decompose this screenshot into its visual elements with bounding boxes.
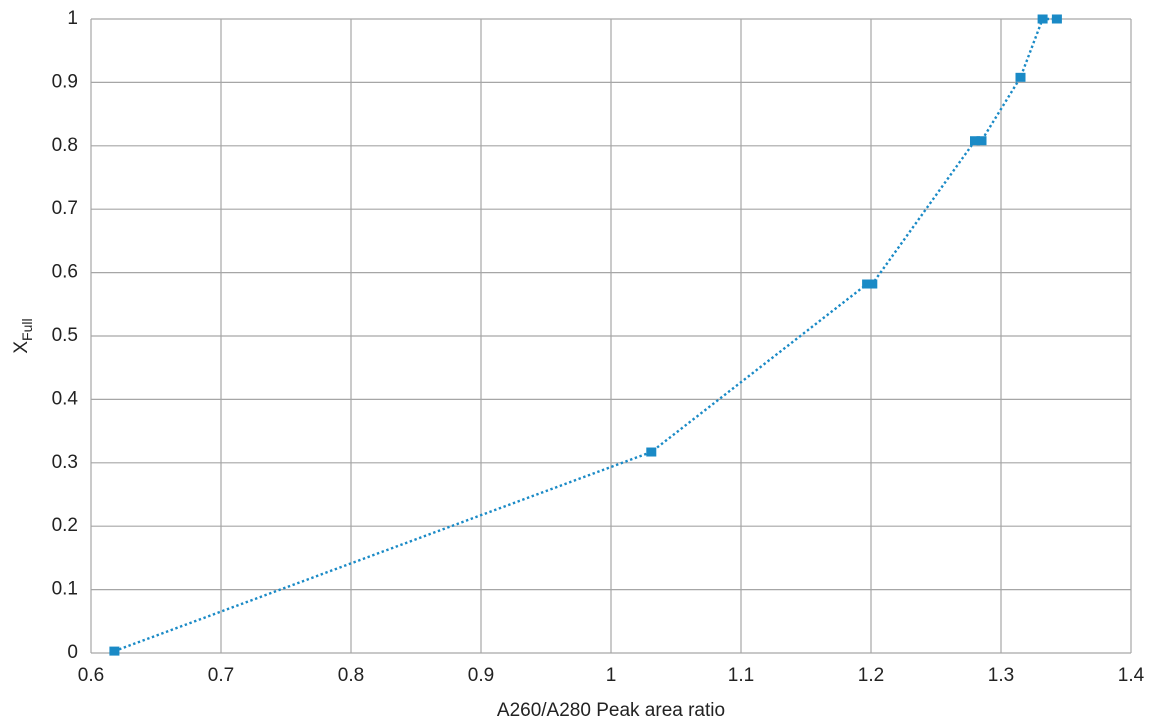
x-tick-label: 0.8: [338, 665, 364, 686]
x-tick-label: 1.2: [858, 665, 884, 686]
x-tick-label: 1.1: [728, 665, 754, 686]
marker: [646, 447, 657, 457]
y-tick-label: 0.4: [52, 388, 79, 409]
y-tick-label: 0.3: [52, 452, 78, 473]
y-tick-label: 0.8: [52, 135, 78, 156]
y-tick-label: 0.2: [52, 515, 78, 536]
marker: [1051, 14, 1062, 24]
marker: [109, 646, 120, 656]
marker: [976, 136, 987, 146]
x-axis-label: A260/A280 Peak area ratio: [497, 700, 725, 721]
y-axis-label-main: X: [11, 341, 32, 354]
marker: [862, 279, 873, 289]
x-tick-label: 1: [606, 665, 617, 686]
y-tick-label: 0.5: [52, 325, 78, 346]
y-tick-label: 0.9: [52, 71, 78, 92]
x-tick-label: 1.3: [988, 665, 1014, 686]
marker: [1037, 14, 1048, 24]
x-tick-label: 0.6: [78, 665, 104, 686]
trend-line: [113, 17, 1057, 653]
x-tick-label: 0.9: [468, 665, 494, 686]
y-axis-label-sub: Full: [19, 318, 35, 341]
y-tick-label: 1: [67, 8, 78, 29]
y-tick-label: 0: [67, 642, 78, 663]
x-tick-label: 1.4: [1118, 665, 1145, 686]
y-axis-label: XFull: [11, 318, 35, 353]
x-tick-label: 0.7: [208, 665, 234, 686]
marker: [970, 136, 980, 146]
y-tick-label: 0.7: [52, 198, 78, 219]
marker: [867, 279, 878, 289]
y-tick-label: 0.1: [52, 579, 78, 600]
marker: [1015, 72, 1026, 82]
y-tick-label: 0.6: [52, 262, 78, 283]
